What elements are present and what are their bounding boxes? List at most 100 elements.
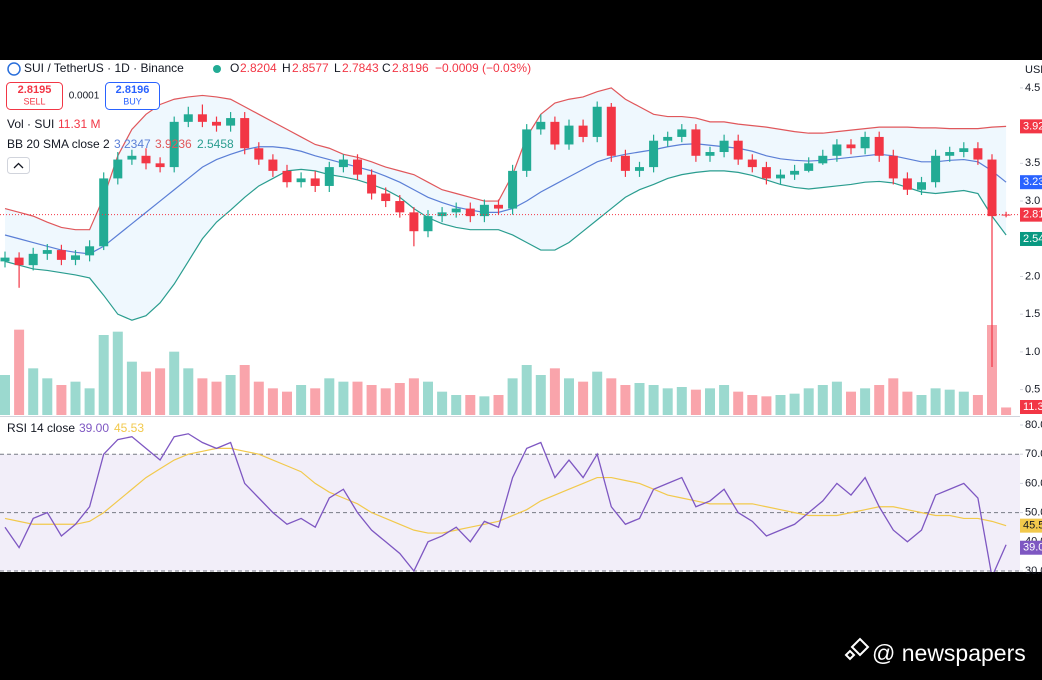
volume-bar	[197, 378, 208, 415]
candle-body	[790, 170, 800, 175]
symbol-logo	[7, 62, 21, 76]
price-badge-label: 2.8196	[1023, 209, 1042, 221]
volume-bar	[972, 395, 983, 415]
candle-body	[197, 114, 207, 122]
candle-body	[691, 129, 701, 156]
volume-bar	[155, 368, 166, 415]
bb-basis-badge	[1020, 175, 1042, 190]
candle-body	[254, 148, 264, 160]
sell-label: SELL	[23, 96, 45, 106]
volume-bar	[28, 368, 39, 415]
bb-upper-badge	[1020, 119, 1042, 134]
volume-bar	[817, 385, 828, 415]
y-tick-label: 2.0	[1025, 270, 1040, 282]
volume-bar	[296, 385, 307, 415]
sell-price: 2.8195	[18, 84, 52, 96]
volume-bar	[126, 361, 137, 415]
rsi-tick-label: 30.0	[1025, 565, 1042, 577]
candle-body	[804, 163, 814, 171]
volume-bar	[183, 368, 194, 415]
price-badge	[1020, 207, 1042, 222]
candle-body	[0, 257, 10, 262]
candle-body	[522, 129, 532, 171]
ohlc-l: L	[334, 61, 341, 75]
candle-body	[649, 140, 659, 168]
volume-bar	[507, 378, 518, 415]
top-bar	[0, 0, 1042, 60]
volume-bar	[690, 389, 701, 415]
candle-body	[240, 118, 250, 149]
y-tick-label: 3.5	[1025, 157, 1040, 169]
volume-bar	[634, 383, 645, 415]
collapse-button[interactable]	[7, 157, 30, 174]
volume-bar	[620, 385, 631, 415]
candle-body	[973, 148, 983, 160]
volume-bar	[944, 389, 955, 415]
candle-body	[677, 129, 687, 137]
candle-body	[423, 216, 433, 232]
volume-bar	[831, 381, 842, 415]
ohlc-o: O	[230, 61, 239, 75]
volume-bar	[564, 378, 574, 415]
rsi-badge-label: 39.00	[1023, 542, 1042, 554]
volume-bar	[141, 371, 151, 415]
bb-basis-badge-label: 3.2347	[1023, 176, 1042, 188]
volume-bar	[747, 395, 758, 415]
buy-button[interactable]	[105, 82, 160, 110]
candle-body	[451, 208, 461, 213]
candle-body	[719, 140, 729, 153]
volume-badge-label: 11.31 M	[1023, 401, 1042, 413]
candle-body	[296, 178, 306, 183]
volume-bar	[352, 381, 363, 415]
volume-bar	[719, 385, 730, 415]
volume-bar	[282, 391, 292, 415]
candle-body	[592, 106, 602, 137]
y-tick-label: 0.5	[1025, 384, 1040, 396]
volume-bar	[366, 385, 377, 415]
volume-bar	[324, 378, 335, 415]
rsi-band	[0, 454, 1020, 571]
candle-body	[508, 170, 518, 209]
symbol: SUI / TetherUS · 1D · Binance	[24, 61, 184, 75]
watermark-logo	[844, 637, 870, 661]
volume-bar	[874, 385, 885, 415]
candle-body	[733, 140, 743, 160]
ohlc-change: −0.0009 (−0.03%)	[435, 61, 531, 75]
volume-bar	[225, 375, 236, 415]
y-tick-label: 3.0	[1025, 195, 1040, 207]
bb-legend: BB 20 SMA close 2	[7, 137, 110, 151]
price-pane	[0, 87, 1020, 415]
rsi-ma-line	[4, 447, 1007, 534]
candle-body	[282, 170, 292, 183]
watermark: @ newspapers	[872, 640, 1026, 666]
bottom-bar	[0, 572, 1042, 680]
candle-body	[705, 152, 715, 156]
volume-bar	[451, 395, 462, 415]
candle-body	[494, 204, 503, 209]
volume-bar	[662, 388, 673, 415]
volume-bar	[521, 365, 532, 415]
candle-body	[85, 246, 95, 256]
buy-price: 2.8196	[116, 84, 150, 96]
ohlc-o-value: 2.8204	[240, 61, 277, 75]
sell-button[interactable]	[6, 82, 63, 110]
candle-body	[381, 193, 391, 202]
candle-body	[987, 159, 997, 217]
candle-body	[945, 152, 955, 156]
volume-bar	[958, 391, 969, 415]
rsi-tick-label: 80.0	[1025, 419, 1042, 431]
ohlc-l-value: 2.7843	[342, 61, 379, 75]
candle-body	[367, 174, 377, 194]
volume-bar	[169, 351, 180, 415]
candle-body	[874, 136, 884, 156]
volume-bar	[535, 375, 546, 415]
candle-body	[169, 121, 179, 168]
volume-bar	[408, 378, 419, 415]
candle-body	[550, 121, 560, 145]
rsi-line	[4, 433, 1007, 572]
bb-basis	[4, 143, 1007, 255]
volume-bar	[267, 388, 278, 415]
volume-bar	[803, 388, 814, 415]
volume-bar	[733, 391, 744, 415]
candle-body	[338, 159, 348, 168]
